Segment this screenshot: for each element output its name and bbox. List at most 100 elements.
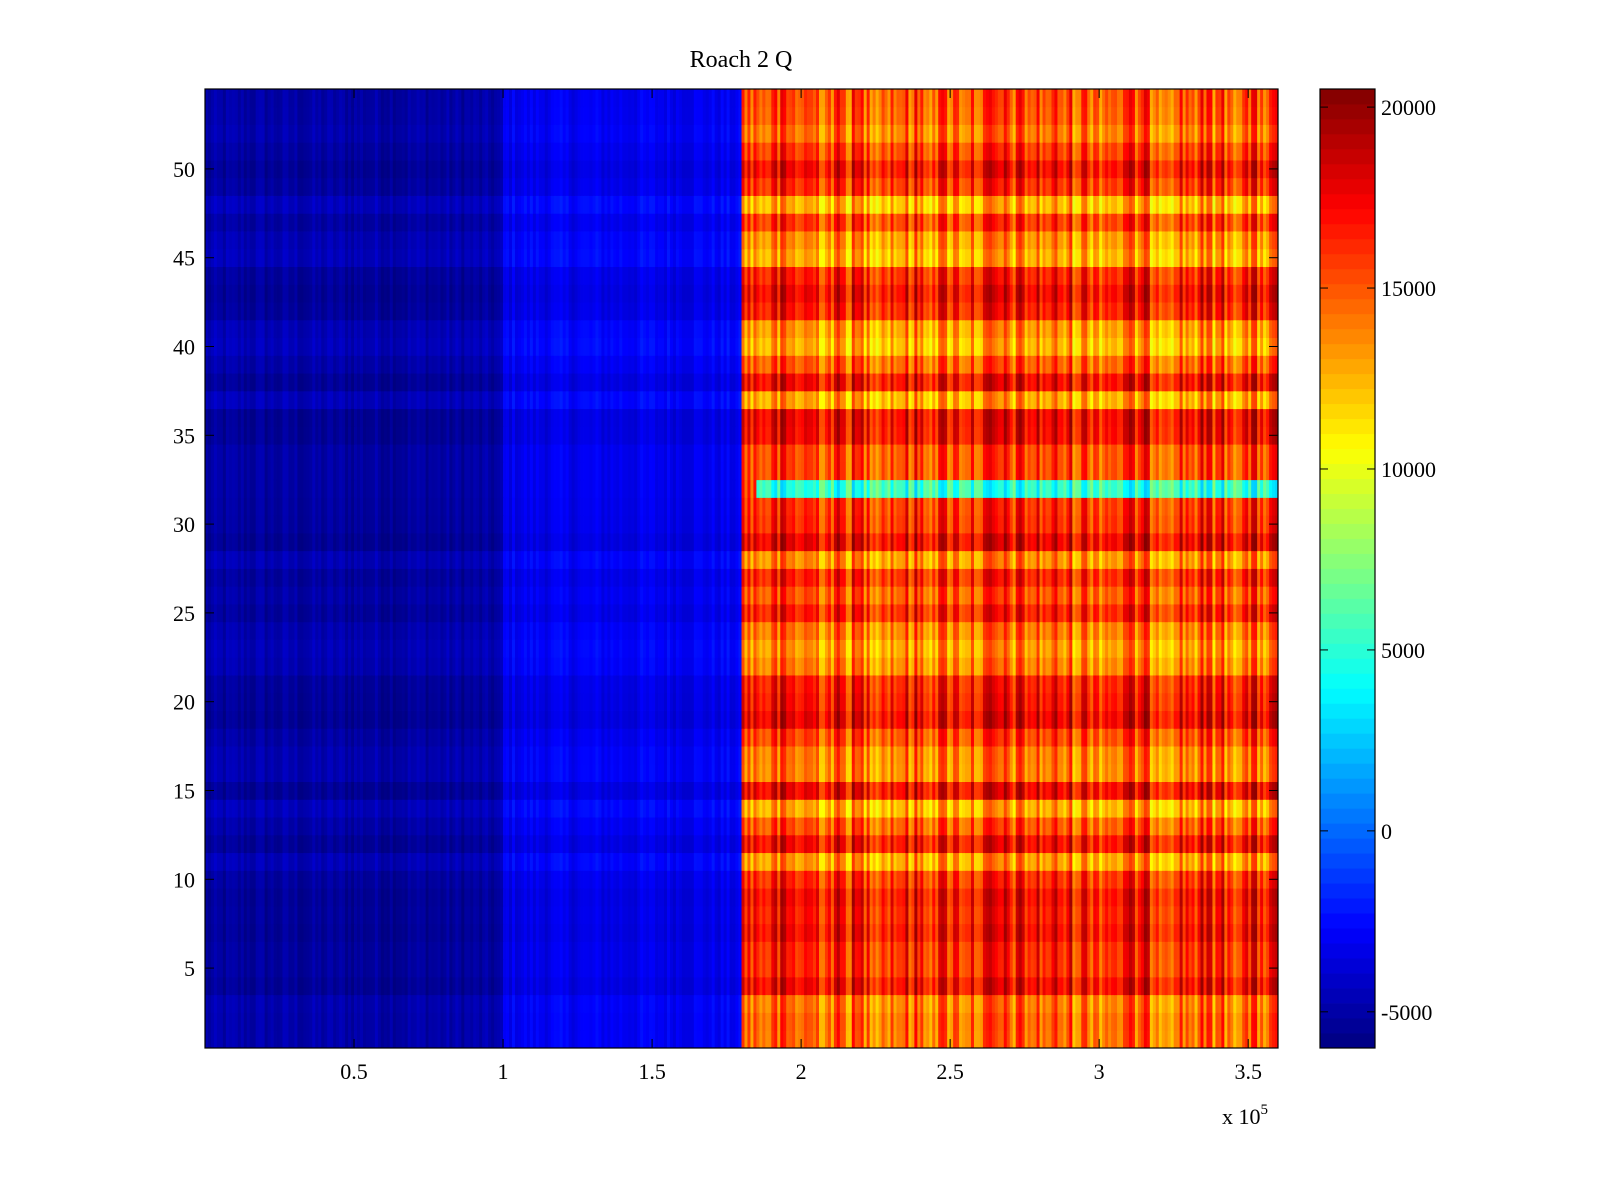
heatmap-cell <box>458 1012 461 1030</box>
heatmap-cell <box>432 835 435 853</box>
heatmap-cell <box>265 906 268 924</box>
heatmap-cell <box>551 906 554 924</box>
heatmap-cell <box>795 959 798 977</box>
heatmap-cell <box>220 941 223 959</box>
heatmap-cell <box>515 817 518 835</box>
heatmap-cell <box>747 817 750 835</box>
heatmap-cell <box>670 924 673 942</box>
heatmap-cell <box>1063 799 1066 817</box>
heatmap-cell <box>506 1030 509 1048</box>
heatmap-cell <box>1206 888 1209 906</box>
heatmap-cell <box>971 870 974 888</box>
heatmap-cell <box>452 817 455 835</box>
heatmap-cell <box>661 853 664 871</box>
heatmap-cell <box>488 888 491 906</box>
heatmap-cell <box>226 906 229 924</box>
heatmap-cell <box>351 924 354 942</box>
heatmap-cell <box>533 870 536 888</box>
heatmap-cell <box>1159 906 1162 924</box>
heatmap-cell <box>1180 888 1183 906</box>
heatmap-cell <box>640 853 643 871</box>
heatmap-cell <box>861 1030 864 1048</box>
heatmap-cell <box>336 835 339 853</box>
heatmap-cell <box>518 1012 521 1030</box>
heatmap-cell <box>375 799 378 817</box>
heatmap-cell <box>739 1012 742 1030</box>
heatmap-cell <box>631 799 634 817</box>
heatmap-cell <box>426 817 429 835</box>
heatmap-cell <box>515 799 518 817</box>
heatmap-cell <box>1126 977 1129 995</box>
heatmap-cell <box>521 853 524 871</box>
heatmap-cell <box>1123 870 1126 888</box>
heatmap-cell <box>348 959 351 977</box>
heatmap-cell <box>1141 1030 1144 1048</box>
heatmap-cell <box>333 906 336 924</box>
heatmap-cell <box>938 995 941 1013</box>
heatmap-cell <box>285 959 288 977</box>
heatmap-cell <box>706 941 709 959</box>
heatmap-cell <box>1138 835 1141 853</box>
heatmap-cell <box>655 870 658 888</box>
heatmap-cell <box>688 995 691 1013</box>
heatmap-cell <box>876 1012 879 1030</box>
heatmap-cell <box>595 817 598 835</box>
heatmap-cell <box>861 977 864 995</box>
heatmap-cell <box>798 888 801 906</box>
heatmap-cell <box>873 995 876 1013</box>
heatmap-cell <box>378 1012 381 1030</box>
heatmap-cell <box>742 835 745 853</box>
heatmap-cell <box>491 906 494 924</box>
heatmap-cell <box>572 1030 575 1048</box>
heatmap-cell <box>530 924 533 942</box>
heatmap-cell <box>742 941 745 959</box>
heatmap-cell <box>631 906 634 924</box>
heatmap-cell <box>449 799 452 817</box>
heatmap-cell <box>1001 888 1004 906</box>
heatmap-cell <box>637 924 640 942</box>
heatmap-cell <box>1075 1012 1078 1030</box>
heatmap-cell <box>968 817 971 835</box>
heatmap-cell <box>744 977 747 995</box>
heatmap-cell <box>223 817 226 835</box>
heatmap-cell <box>706 870 709 888</box>
heatmap-cell <box>461 959 464 977</box>
heatmap-cell <box>992 959 995 977</box>
heatmap-cell <box>244 888 247 906</box>
heatmap-cell <box>971 799 974 817</box>
heatmap-cell <box>640 1012 643 1030</box>
heatmap-cell <box>780 888 783 906</box>
heatmap-cell <box>882 959 885 977</box>
heatmap-cell <box>1203 959 1206 977</box>
heatmap-cell <box>1105 941 1108 959</box>
heatmap-cell <box>1233 977 1236 995</box>
heatmap-cell <box>1102 959 1105 977</box>
heatmap-cell <box>1266 888 1269 906</box>
heatmap-cell <box>256 977 259 995</box>
heatmap-cell <box>533 799 536 817</box>
heatmap-cell <box>253 1012 256 1030</box>
heatmap-cell <box>420 817 423 835</box>
heatmap-cell <box>795 888 798 906</box>
heatmap-cell <box>1108 888 1111 906</box>
heatmap-cell <box>637 995 640 1013</box>
heatmap-cell <box>1192 1030 1195 1048</box>
heatmap-cell <box>679 906 682 924</box>
heatmap-cell <box>393 906 396 924</box>
heatmap-cell <box>750 817 753 835</box>
heatmap-cell <box>1162 817 1165 835</box>
heatmap-cell <box>241 906 244 924</box>
heatmap-cell <box>804 799 807 817</box>
heatmap-cell <box>551 888 554 906</box>
heatmap-cell <box>1004 906 1007 924</box>
heatmap-cell <box>739 924 742 942</box>
heatmap-cell <box>408 906 411 924</box>
heatmap-cell <box>384 870 387 888</box>
heatmap-cell <box>1263 888 1266 906</box>
heatmap-cell <box>837 924 840 942</box>
heatmap-cell <box>634 941 637 959</box>
heatmap-cell <box>756 853 759 871</box>
heatmap-cell <box>876 977 879 995</box>
heatmap-cell <box>920 1030 923 1048</box>
heatmap-cell <box>306 870 309 888</box>
